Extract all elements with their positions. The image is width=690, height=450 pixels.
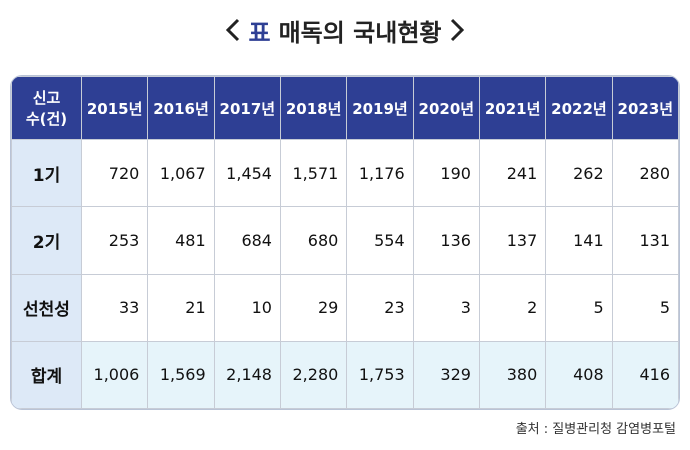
- row-label: 선천성: [11, 273, 82, 342]
- cell: 5: [611, 273, 679, 342]
- column-header: 2022년: [545, 76, 613, 140]
- table-row: 1기 720 1,067 1,454 1,571 1,176 190 241 262 280: [11, 138, 679, 208]
- cell: 253: [80, 206, 149, 275]
- cell: 21: [147, 273, 215, 342]
- cell: 33: [80, 273, 149, 342]
- title: 표 매독의 국내현황: [0, 8, 690, 52]
- cell: 554: [346, 206, 414, 275]
- column-header: 2023년: [611, 76, 679, 140]
- cell: 5: [545, 273, 613, 342]
- row-label: 1기: [11, 138, 82, 208]
- cell: 136: [412, 206, 480, 275]
- title-label: 표: [248, 18, 271, 47]
- cell: 2,280: [279, 340, 348, 409]
- cell: 1,006: [80, 340, 149, 409]
- corner-text: 수(건): [25, 110, 68, 128]
- cell: 3: [412, 273, 480, 342]
- column-header: 2019년: [346, 76, 414, 140]
- row-label: 2기: [11, 206, 82, 275]
- cell: 1,571: [279, 138, 348, 208]
- cell: 380: [478, 340, 547, 409]
- cell: 137: [478, 206, 547, 275]
- bracket-left: [226, 18, 240, 42]
- cell: 1,176: [346, 138, 414, 208]
- bracket-right: [450, 18, 464, 42]
- column-header: 2021년: [478, 76, 547, 140]
- cell: 280: [611, 138, 679, 208]
- cell: 1,753: [346, 340, 414, 409]
- cell: 190: [412, 138, 480, 208]
- cell: 2,148: [213, 340, 281, 409]
- cell: 141: [545, 206, 613, 275]
- column-header: 2015년: [80, 76, 149, 140]
- cell: 1,569: [147, 340, 215, 409]
- cell: 262: [545, 138, 613, 208]
- row-label: 합계: [11, 340, 82, 409]
- cell: 720: [80, 138, 149, 208]
- header-row: 신고 수(건) 2015년 2016년 2017년 2018년 2019년 2020년 2021…: [11, 76, 679, 140]
- table: 신고 수(건) 2015년 2016년 2017년 2018년 2019년 2020년 2021…: [11, 76, 679, 409]
- cell: 416: [611, 340, 679, 409]
- table-row: 선천성 33 21 10 29 23 3 2 5 5: [11, 273, 679, 342]
- cell: 23: [346, 273, 414, 342]
- cell: 29: [279, 273, 348, 342]
- table-row: 합계 1,006 1,569 2,148 2,280 1,753 329 380 408 416: [11, 340, 679, 409]
- cell: 2: [478, 273, 547, 342]
- cell: 408: [545, 340, 613, 409]
- source: 출처 : 질병관리청 감염병포털: [515, 422, 676, 437]
- cell: 241: [478, 138, 547, 208]
- cell: 684: [213, 206, 281, 275]
- cell: 329: [412, 340, 480, 409]
- cell: 10: [213, 273, 281, 342]
- column-header: 2017년: [213, 76, 281, 140]
- column-header: 2020년: [412, 76, 480, 140]
- cell: 680: [279, 206, 348, 275]
- table-row: 2기 253 481 684 680 554 136 137 141 131: [11, 206, 679, 275]
- corner-text: 신고: [32, 89, 61, 107]
- cell: 481: [147, 206, 215, 275]
- title-text: 매독의 국내현황: [278, 18, 442, 47]
- table-frame: 신고 수(건) 2015년 2016년 2017년 2018년 2019년 2020년 2021…: [10, 75, 680, 410]
- column-header: 2016년: [147, 76, 215, 140]
- cell: 1,067: [147, 138, 215, 208]
- cell: 131: [611, 206, 679, 275]
- column-header: 2018년: [279, 76, 348, 140]
- cell: 1,454: [213, 138, 281, 208]
